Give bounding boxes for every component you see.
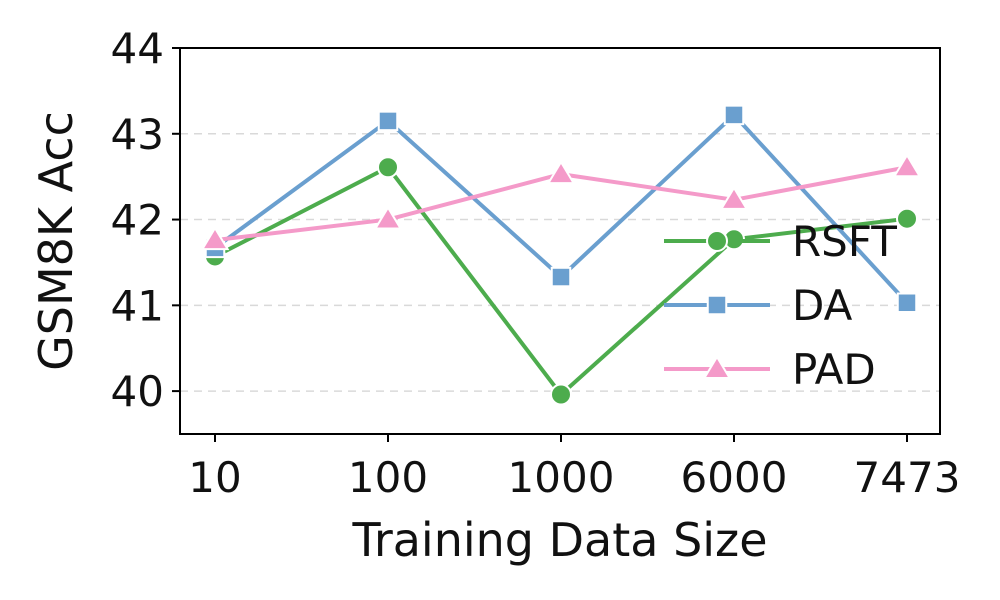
legend-label-pad: PAD <box>792 345 876 394</box>
y-tick-label: 44 <box>111 24 164 73</box>
legend-marker-da <box>706 294 728 316</box>
x-tick-label: 6000 <box>681 453 788 502</box>
series-lines <box>200 104 922 406</box>
y-tick-label: 40 <box>111 367 164 416</box>
y-axis-label: GSM8K Acc <box>29 111 83 371</box>
da-point <box>550 266 572 288</box>
y-tick-label: 43 <box>111 110 164 159</box>
legend-item-da: DA <box>664 281 853 330</box>
x-axis: 10 100 1000 6000 7473 <box>188 434 960 502</box>
rsft-point <box>896 207 918 230</box>
legend: RSFT DA PAD <box>664 217 897 394</box>
x-tick-label: 1000 <box>508 453 615 502</box>
series-pad <box>200 153 922 251</box>
x-axis-label: Training Data Size <box>351 513 767 567</box>
x-tick-label: 7473 <box>854 453 961 502</box>
pad-point <box>546 160 576 185</box>
pad-point <box>373 205 403 230</box>
y-tick-label: 41 <box>111 281 164 330</box>
da-point <box>377 110 399 132</box>
y-axis: 40 41 42 43 44 <box>111 24 180 416</box>
legend-marker-rsft <box>706 230 728 252</box>
legend-item-rsft: RSFT <box>664 217 897 266</box>
da-point <box>723 104 745 126</box>
pad-point <box>719 185 749 210</box>
legend-label-da: DA <box>792 281 853 330</box>
pad-point <box>200 226 230 251</box>
pad-point <box>892 153 922 178</box>
y-tick-label: 42 <box>111 196 164 245</box>
rsft-point <box>550 383 572 406</box>
legend-item-pad: PAD <box>664 345 876 394</box>
x-tick-label: 10 <box>188 453 241 502</box>
legend-marker-pad <box>702 355 732 379</box>
x-tick-label: 100 <box>348 453 428 502</box>
legend-label-rsft: RSFT <box>792 217 897 266</box>
da-point <box>896 292 918 314</box>
rsft-point <box>377 156 399 179</box>
